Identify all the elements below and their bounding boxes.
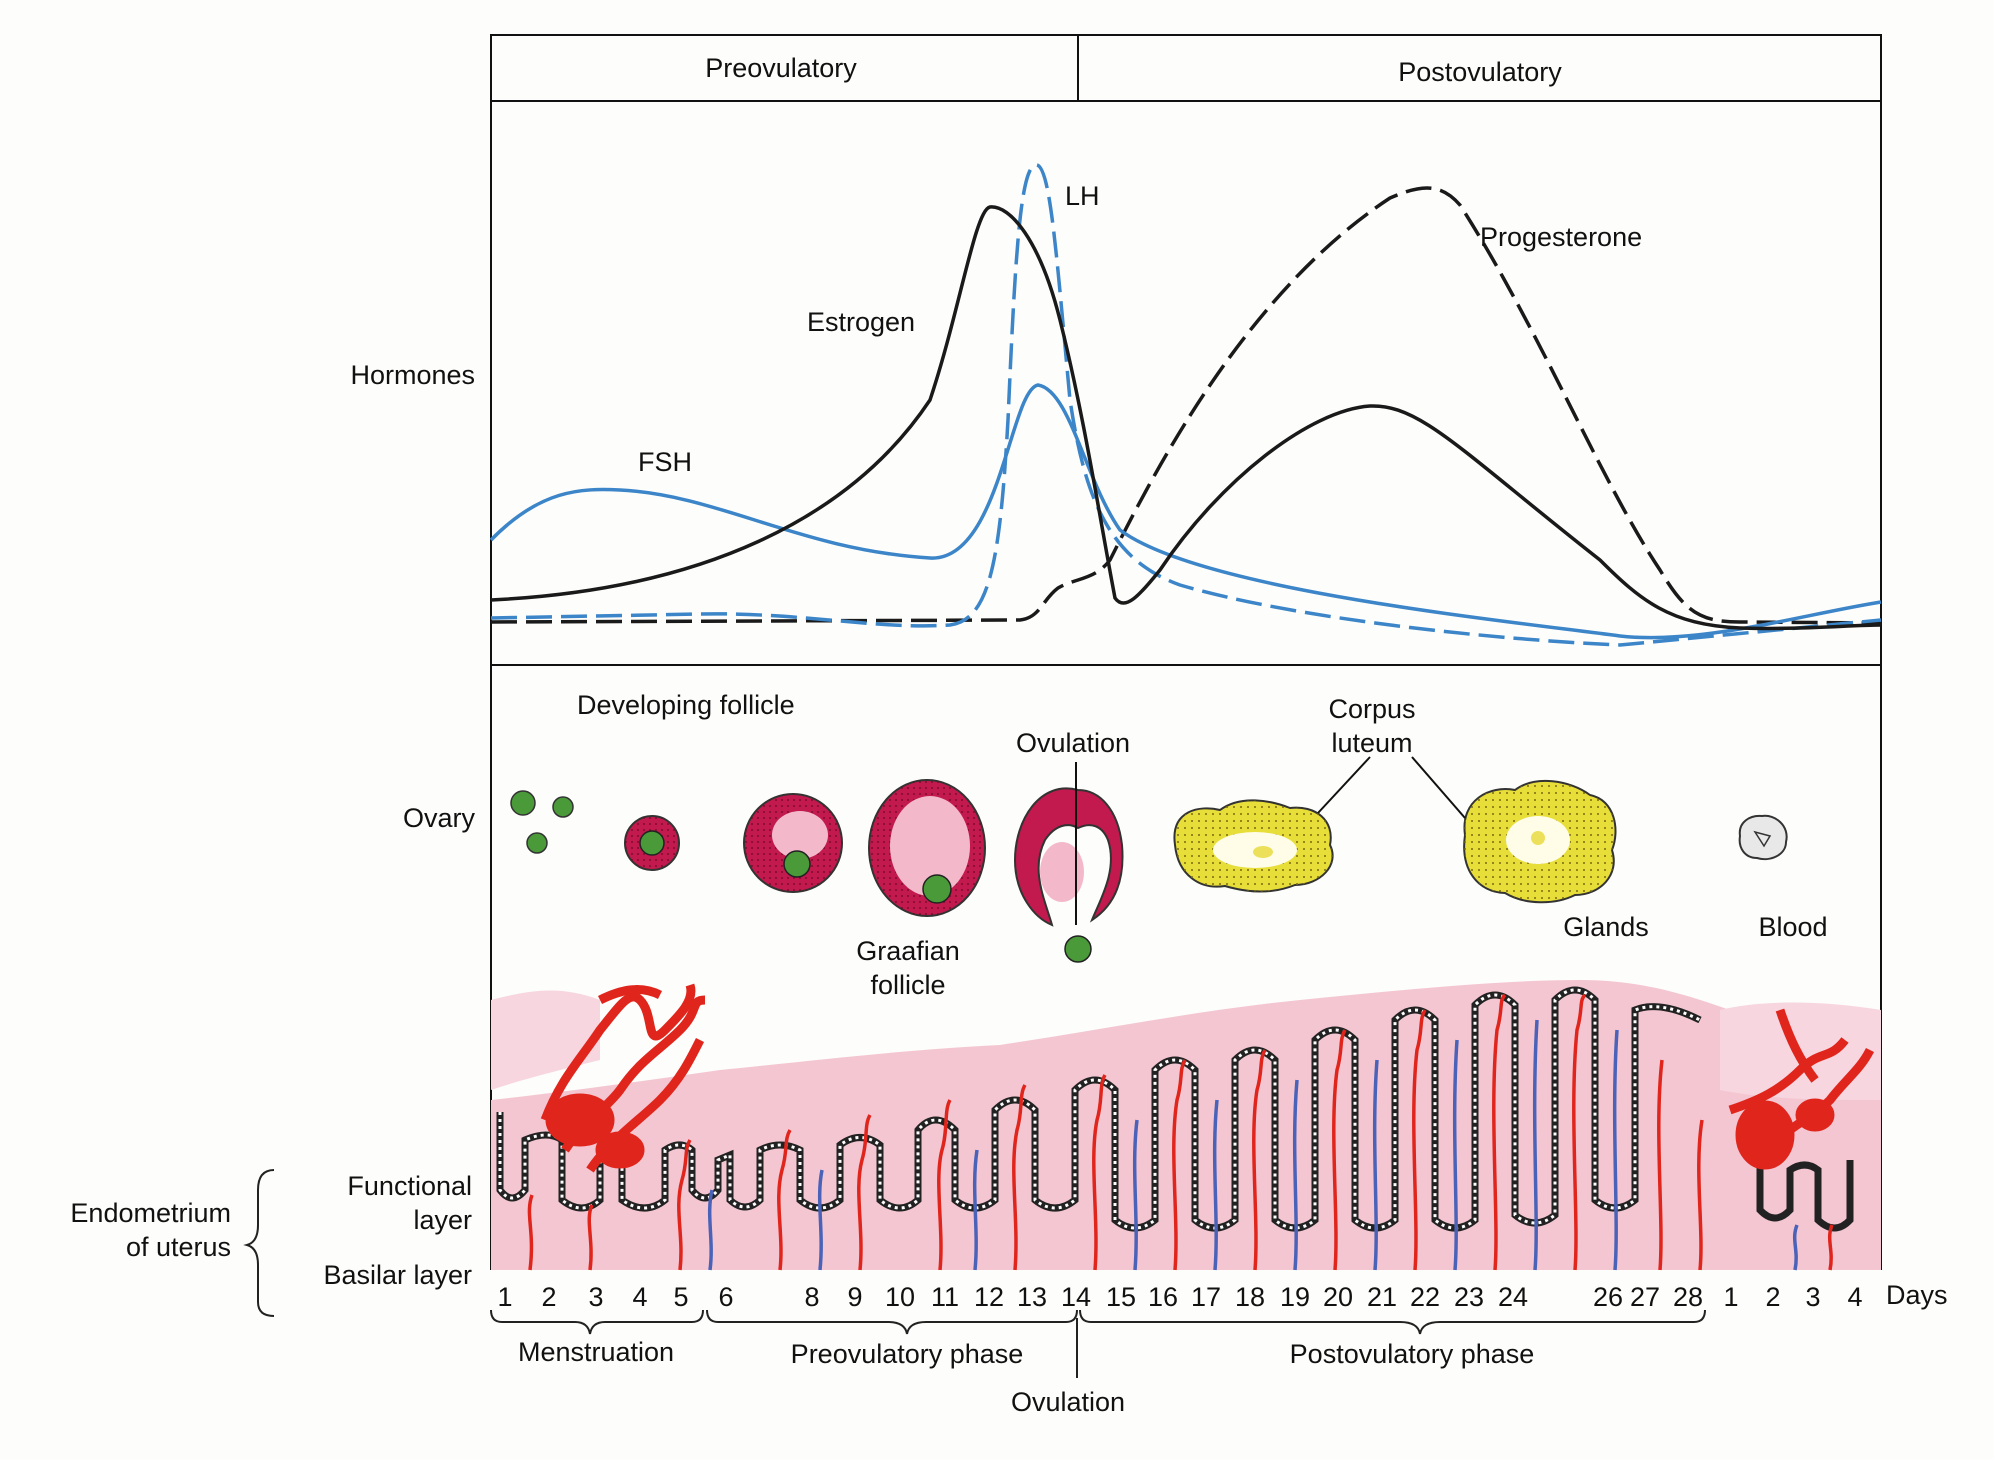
postovulatory-brace <box>1079 1309 1706 1335</box>
blood-vessels <box>527 993 1834 1271</box>
corpus-luteum-early <box>1173 799 1334 893</box>
estrogen-label: Estrogen <box>807 307 916 337</box>
preovulatory-brace <box>706 1309 1078 1335</box>
endometrium-glands-outline <box>496 986 1702 1232</box>
day-tick: 16 <box>1147 1282 1179 1312</box>
day-tick: 24 <box>1497 1282 1529 1312</box>
fsh-curve <box>489 383 1882 640</box>
fsh-label: FSH <box>638 447 692 477</box>
developing-follicle-label: Developing follicle <box>577 690 795 720</box>
day-tick: 18 <box>1234 1282 1266 1312</box>
ovulation-label-ovary: Ovulation <box>1015 728 1131 758</box>
header-box <box>490 34 1882 102</box>
day-tick: 23 <box>1453 1282 1485 1312</box>
corpus-luteum-mature <box>1463 779 1617 904</box>
days-label: Days <box>1886 1280 1948 1310</box>
endometrium-brace <box>243 1169 275 1317</box>
menstrual-blood-left <box>540 983 706 1173</box>
corpus-luteum-pointer-1 <box>1317 756 1371 814</box>
preovulatory-phase-label: Preovulatory phase <box>790 1339 1024 1369</box>
menstruation-label: Menstruation <box>517 1337 675 1367</box>
day-tick: 22 <box>1409 1282 1441 1312</box>
glands-label: Glands <box>1563 912 1649 942</box>
secondary-follicle <box>624 815 680 871</box>
day-tick: 9 <box>847 1282 863 1312</box>
graafian-follicle-label: Graafian follicle <box>856 936 960 1000</box>
day-tick: 5 <box>673 1282 689 1312</box>
day-tick: 17 <box>1190 1282 1222 1312</box>
day-tick: 8 <box>804 1282 820 1312</box>
day-tick: 13 <box>1016 1282 1048 1312</box>
endometrium-tissue <box>491 980 1881 1270</box>
progesterone-label: Progesterone <box>1480 222 1643 252</box>
corpus-luteum-pointer-2 <box>1411 756 1466 819</box>
lh-label: LH <box>1065 181 1100 211</box>
ovulation-label-bottom: Ovulation <box>1010 1387 1126 1417</box>
graafian-follicle-shape <box>868 779 986 917</box>
day-tick: 28 <box>1672 1282 1704 1312</box>
day-tick: 27 <box>1629 1282 1661 1312</box>
day-tick: 1 <box>1723 1282 1739 1312</box>
endometrium-label: Endometrium of uterus <box>70 1198 231 1262</box>
postovulatory-phase-label: Postovulatory phase <box>1289 1339 1535 1369</box>
day-tick: 10 <box>884 1282 916 1312</box>
corpus-albicans <box>1738 814 1788 861</box>
corpus-luteum-label: Corpus luteum <box>1328 694 1416 758</box>
day-tick: 4 <box>1847 1282 1863 1312</box>
endometrium-glands-right <box>1756 1130 1854 1232</box>
postovulatory-header: Postovulatory <box>1398 57 1562 87</box>
day-tick: 26 <box>1592 1282 1624 1312</box>
basilar-layer-label: Basilar layer <box>323 1260 472 1290</box>
progesterone-curve <box>490 186 1882 625</box>
day-tick: 12 <box>973 1282 1005 1312</box>
menstruation-brace <box>490 1309 704 1335</box>
day-tick: 2 <box>1765 1282 1781 1312</box>
day-tick: 14 <box>1060 1282 1092 1312</box>
day-tick: 2 <box>541 1282 557 1312</box>
functional-layer-label: Functional layer <box>347 1171 472 1235</box>
lh-curve <box>490 163 1882 647</box>
ruptured-follicle <box>1013 787 1124 963</box>
day-tick: 19 <box>1279 1282 1311 1312</box>
estrogen-curve <box>490 205 1882 631</box>
day-tick: 15 <box>1105 1282 1137 1312</box>
blood-label: Blood <box>1758 912 1828 942</box>
day-tick: 1 <box>497 1282 513 1312</box>
day-tick: 3 <box>1805 1282 1821 1312</box>
day-tick: 11 <box>930 1282 960 1312</box>
ovary-label: Ovary <box>402 803 475 833</box>
day-tick: 3 <box>588 1282 604 1312</box>
day-tick: 4 <box>632 1282 648 1312</box>
primary-follicles <box>510 790 574 854</box>
day-tick: 21 <box>1366 1282 1398 1312</box>
menstrual-blood-right <box>1728 1008 1875 1170</box>
day-tick: 6 <box>718 1282 734 1312</box>
day-tick: 20 <box>1322 1282 1354 1312</box>
hormones-label: Hormones <box>350 360 475 390</box>
growing-follicle <box>743 793 843 893</box>
preovulatory-header: Preovulatory <box>705 53 857 83</box>
